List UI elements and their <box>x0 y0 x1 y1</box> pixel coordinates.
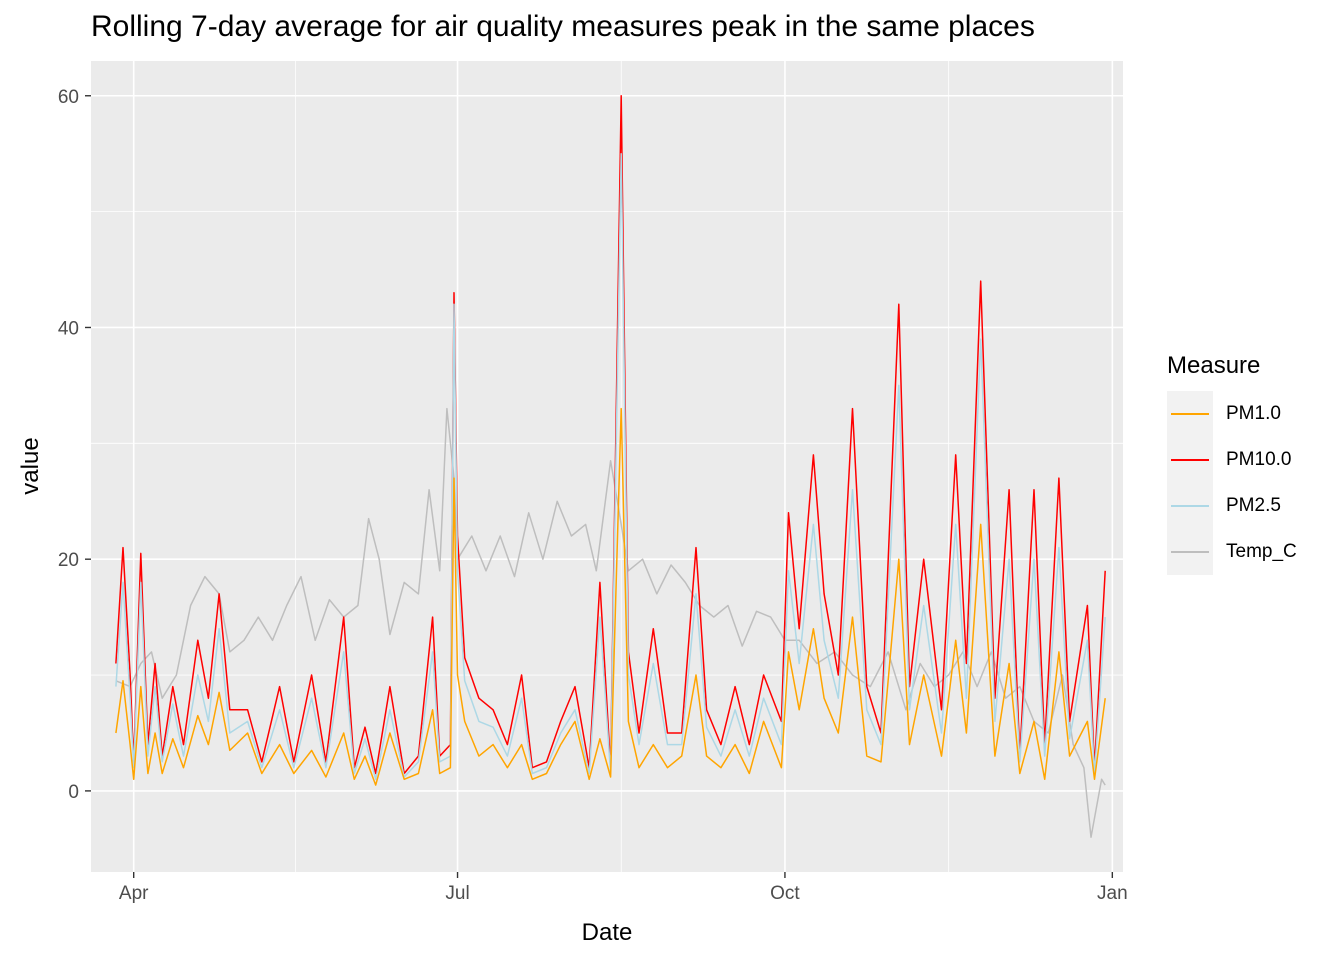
legend-swatch-line <box>1171 459 1209 461</box>
series-line-temp-c <box>115 407 1106 838</box>
chart-title: Rolling 7-day average for air quality me… <box>91 10 1035 43</box>
legend-key <box>1167 437 1213 483</box>
legend-label: Temp_C <box>1226 541 1297 562</box>
x-tick-label: Jul <box>445 883 469 904</box>
legend-items: PM1.0 PM10.0 PM2.5 Temp_C <box>1167 391 1317 575</box>
y-tick-label: 40 <box>58 318 79 339</box>
x-tick-label: Oct <box>770 883 800 904</box>
legend-item: PM10.0 <box>1167 437 1317 483</box>
y-tick-label: 0 <box>68 782 79 803</box>
legend-item: Temp_C <box>1167 529 1317 575</box>
plot-panel <box>91 61 1123 872</box>
legend: Measure PM1.0 PM10.0 PM2.5 Temp_C <box>1167 352 1317 575</box>
legend-key <box>1167 483 1213 529</box>
axes: Apr Jul Oct Jan 0 20 40 60 <box>58 87 1128 904</box>
legend-item: PM2.5 <box>1167 483 1317 529</box>
legend-title: Measure <box>1167 352 1261 379</box>
legend-key <box>1167 391 1213 437</box>
legend-label: PM10.0 <box>1226 449 1292 470</box>
legend-swatch-line <box>1171 551 1209 553</box>
y-tick-label: 60 <box>58 87 79 108</box>
legend-key <box>1167 529 1213 575</box>
x-tick-label: Jan <box>1097 883 1128 904</box>
legend-label: PM1.0 <box>1226 403 1281 424</box>
legend-swatch-line <box>1171 413 1209 415</box>
series-line-pm2-5 <box>115 152 1106 781</box>
legend-swatch-line <box>1171 505 1209 507</box>
series-line-pm1-0 <box>115 407 1106 786</box>
series-line-pm10-0 <box>115 95 1106 775</box>
legend-item: PM1.0 <box>1167 391 1317 437</box>
legend-label: PM2.5 <box>1226 495 1281 516</box>
x-tick-label: Apr <box>119 883 149 904</box>
series-lines <box>115 95 1106 838</box>
x-axis-title: Date <box>582 919 633 946</box>
y-axis-title: value <box>17 437 44 494</box>
grid <box>91 61 1123 872</box>
y-tick-label: 20 <box>58 550 79 571</box>
